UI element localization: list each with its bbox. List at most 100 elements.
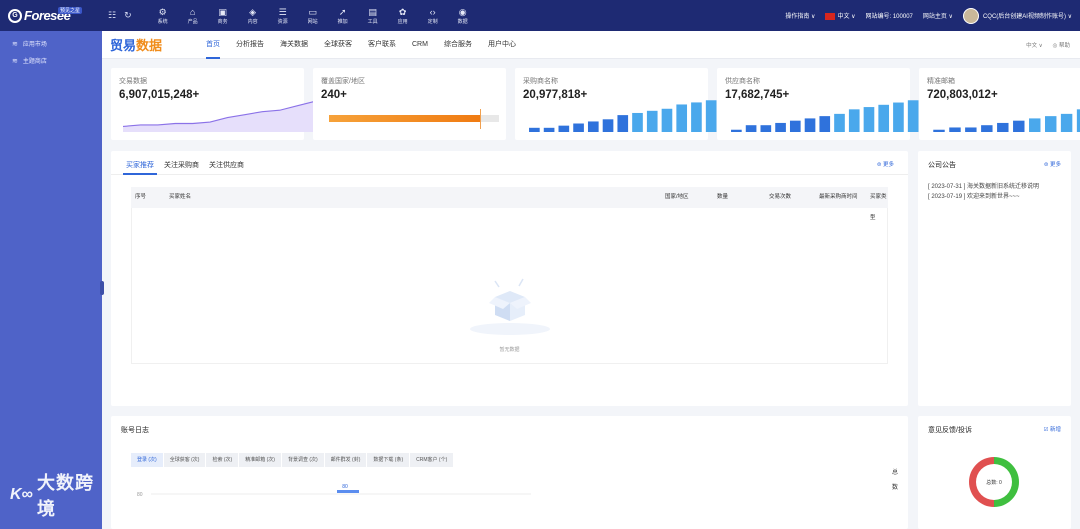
account-log-panel: 账号日志 登录 (次) 全球获客 (次) 检索 (次) 精准邮箱 (次) 背景调查 (次… [111,416,908,529]
column-header: 交易次数 [769,194,792,200]
bar [646,110,658,132]
top-nav-item[interactable]: ‹› 定制 [418,6,448,25]
area-line [123,100,315,128]
feedback-donut-chart: 总数: 0 [969,457,1019,507]
refresh-icon[interactable]: ↻ [124,10,132,20]
top-nav-label: 内容 [247,19,258,25]
stat-label: 精准邮箱 [927,78,955,85]
log-tab[interactable]: 检索 (次) [206,453,239,467]
avatar [962,7,979,24]
table-body: 暂无数据 [131,208,888,364]
bar [965,127,977,132]
logo[interactable]: G Foresee 预见之星 [0,0,102,31]
top-nav: ⚙ 系统 ⌂ 产品 ▣ 商务 ◈ 内容 ☰ 资源 ▭ 网站 ➚ 推加 ▤ 工具 ✿ 应用 ‹› 定制 ◉ 数据 [148,6,478,25]
top-nav-item[interactable]: ▭ 网站 [298,6,328,25]
bar [558,125,570,132]
site-home-link[interactable]: 网站主页 ∨ [922,14,953,20]
stat-card: 交易数据 6,907,015,248+ [111,68,315,140]
column-header: 序号 [135,194,147,200]
notice-item[interactable]: [ 2023-07-19 ] 欢迎来到新世界~~~ [928,194,1020,200]
apps-icon: ✿ [398,7,407,17]
brand-title: 贸易数据 [110,38,163,53]
log-tab[interactable]: 全球获客 (次) [163,453,206,467]
top-nav-label: 商务 [217,19,228,25]
code-icon: ‹› [429,7,436,17]
top-nav-item[interactable]: ☰ 资源 [268,6,298,25]
top-nav-label: 工具 [367,19,378,25]
user-menu[interactable]: CQC(后台创建AI视频制作账号) ∨ [962,7,1072,24]
subnav-tab[interactable]: 分析报告 [236,40,264,48]
subnav-tab[interactable]: 海关数据 [280,40,308,48]
subnav-tab[interactable]: 综合服务 [443,40,472,48]
bar [760,125,772,132]
top-nav-label: 网站 [307,19,318,25]
sidebar: ≋ 应用市场 ≋ 主题商店 K∞ 大数跨境 [0,31,104,529]
add-feedback-button[interactable]: ☑ 新增 [1043,427,1061,433]
top-nav-item[interactable]: ◈ 内容 [238,6,268,25]
top-nav-item[interactable]: ⌂ 产品 [178,6,208,25]
sub-header: 贸易数据 首页 分析报告 海关数据 全球获客 客户联系 CRM 综合服务 用户中心 中文 ∨ … [102,31,1080,59]
sidebar-item-app-market[interactable]: ≋ 应用市场 [0,35,102,52]
bar [617,115,629,132]
wifi-icon: ≋ [12,57,18,65]
area-fill [123,101,315,132]
subnav-tab[interactable]: CRM [412,40,428,48]
feedback-title: 意见反馈/投诉 [928,427,972,434]
buyer-tab[interactable]: 关注供应商 [209,162,244,169]
bar [893,102,904,132]
feedback-panel: 意见反馈/投诉 ☑ 新增 总数: 0 [918,416,1071,529]
log-tab[interactable]: 背景调查 (次) [281,453,324,467]
log-tabs: 登录 (次) 全球获客 (次) 检索 (次) 精准邮箱 (次) 背景调查 (次) 邮件群发… [131,453,454,467]
bar [1013,120,1025,132]
log-tab[interactable]: 邮件群发 (封) [324,453,367,467]
login-chart: 80 80 [137,484,531,498]
briefcase-icon: ▣ [218,7,227,17]
help-guide-link[interactable]: 操作指南 ∨ [785,14,816,20]
buyer-tab[interactable]: 买家推荐 [121,157,159,175]
buyer-tab[interactable]: 关注采购商 [164,162,199,169]
subnav-tab[interactable]: 全球获客 [324,40,352,48]
top-nav-item[interactable]: ▣ 商务 [208,6,238,25]
bar [543,127,555,132]
notice-more-link[interactable]: ⊜ 更多 [1043,162,1061,168]
bar [848,109,860,132]
stat-card: 供应商名称 17,682,745+ [717,68,919,140]
stat-value: 720,803,012+ [927,89,998,101]
subnav-tab[interactable]: 用户中心 [487,40,516,48]
sidebar-item-theme-store[interactable]: ≋ 主题商店 [0,52,102,69]
subnav-tab[interactable]: 客户联系 [368,40,396,48]
top-nav-label: 定制 [427,19,438,25]
log-tab[interactable]: 精准邮箱 (次) [239,453,281,467]
top-nav-item[interactable]: ◉ 数据 [448,6,478,25]
notice-item[interactable]: [ 2023-07-31 ] 海关数据新旧系统迁移说明 [928,184,1040,190]
bar [997,122,1009,132]
watermark-text: 大数跨境 [36,473,94,519]
bar [602,119,614,132]
top-nav-item[interactable]: ⚙ 系统 [148,6,178,25]
coverage-progress-bar [329,109,499,129]
stat-card: 采购商名称 20,977,818+ [515,68,717,140]
top-nav-item[interactable]: ✿ 应用 [388,6,418,25]
help-link[interactable]: ◎ 帮助 [1052,43,1070,49]
y-tick-label: 80 [137,492,143,498]
stat-card: 精准邮箱 720,803,012+ [919,68,1080,140]
top-nav-item[interactable]: ➚ 推加 [328,6,358,25]
stat-sparkline [933,109,1080,132]
top-nav-label: 产品 [187,19,198,25]
log-tab[interactable]: 登录 (次) [131,453,163,467]
sub-language-select[interactable]: 中文 ∨ [1026,43,1043,49]
bar [1045,116,1057,132]
log-tab[interactable]: CRM客户 (个) [410,453,454,467]
site-number: 网站编号: 100007 [865,14,913,20]
toolbox-icon: ▤ [368,7,377,17]
log-tab[interactable]: 数据下载 (条) [367,453,410,467]
top-nav-item[interactable]: ▤ 工具 [358,6,388,25]
sidebar-collapse-handle[interactable] [100,281,104,295]
menu-grid-icon[interactable]: ☷ [108,10,117,20]
peak-label: 80 [342,484,348,490]
language-select[interactable]: 中文 ∨ [825,11,856,20]
subnav-tab[interactable]: 首页 [198,31,228,59]
buyer-more-link[interactable]: ⊜ 更多 [876,162,894,168]
globe-icon: ◉ [458,7,467,17]
sidebar-item-label: 主题商店 [22,59,47,65]
